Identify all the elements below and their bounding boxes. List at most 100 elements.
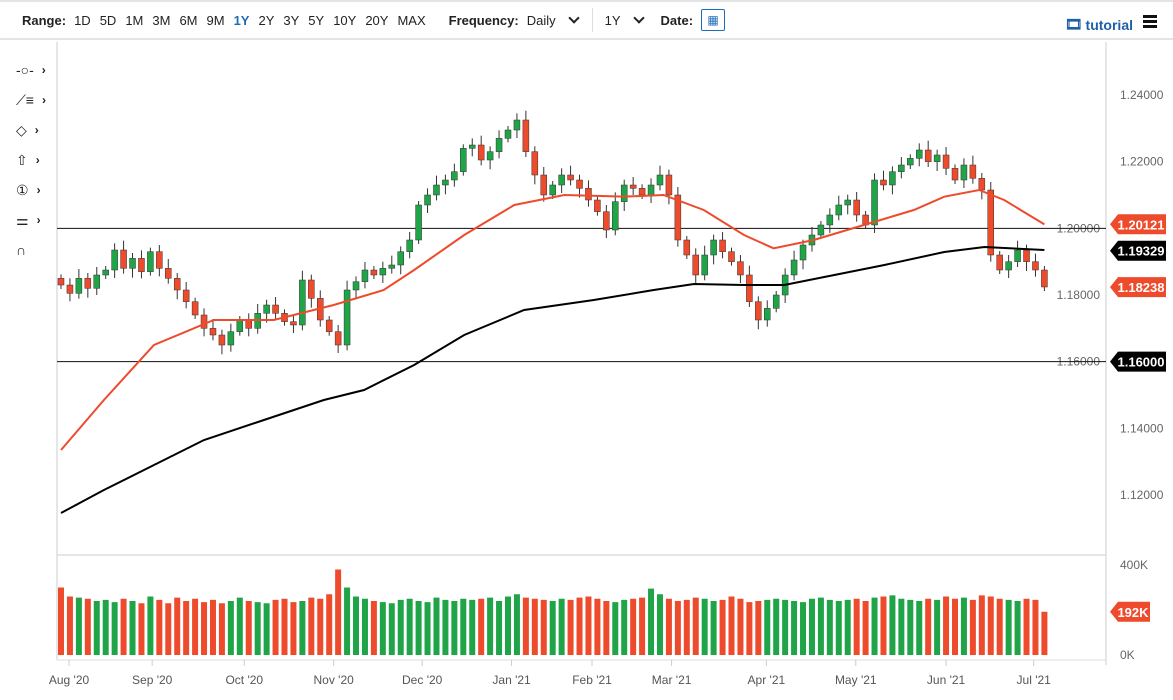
candle-up <box>442 179 449 186</box>
volume-bar <box>567 599 574 655</box>
range-label: Range: <box>22 12 67 28</box>
range-20y[interactable]: 20Y <box>365 12 389 28</box>
volume-bar <box>1041 611 1048 655</box>
range-2y[interactable]: 2Y <box>258 12 275 28</box>
shapes-tool[interactable]: ◇ › <box>0 115 57 145</box>
volume-bar <box>165 603 172 655</box>
candle-up <box>835 204 843 216</box>
tutorial-label: tutorial <box>1085 16 1133 33</box>
range-5y[interactable]: 5Y <box>308 12 325 28</box>
range-3m[interactable]: 3M <box>152 12 171 28</box>
range-3y[interactable]: 3Y <box>283 12 300 28</box>
annotation-tool[interactable]: ① › <box>0 175 57 205</box>
volume-bar <box>424 602 431 655</box>
range-1d[interactable]: 1D <box>74 12 91 28</box>
volume-bar <box>603 601 610 655</box>
candle-down <box>924 149 932 162</box>
candle-down <box>477 144 485 161</box>
x-tick-label: Dec '20 <box>402 673 443 687</box>
candle-up <box>227 331 235 346</box>
x-tick-label: May '21 <box>835 673 877 687</box>
x-tick-label: Nov '20 <box>314 673 355 687</box>
range-1y[interactable]: 1Y <box>233 12 250 28</box>
candle-up <box>558 174 565 186</box>
shapes-icon: ◇ <box>16 121 27 138</box>
magnet-tool[interactable]: ∩ <box>0 235 57 265</box>
candle-down <box>272 304 279 314</box>
volume-bar <box>353 596 360 655</box>
candle-down <box>978 178 986 191</box>
candle-up <box>620 184 628 202</box>
volume-bar <box>1014 601 1021 655</box>
volume-bar <box>558 598 565 655</box>
volume-bar <box>102 599 109 655</box>
calendar-button[interactable]: ▦ <box>701 9 726 31</box>
x-tick-label: Jul '21 <box>1017 673 1052 687</box>
candle-up <box>772 294 780 309</box>
candle-down <box>674 194 682 241</box>
candle-up <box>907 158 914 166</box>
volume-bar <box>540 599 547 655</box>
candle-up <box>799 244 807 261</box>
candle-down <box>200 314 208 329</box>
volume-bar <box>764 599 771 655</box>
volume-bar <box>907 599 914 655</box>
frequency-value: Daily <box>526 12 556 28</box>
range-9m[interactable]: 9M <box>206 12 225 28</box>
volume-bar <box>415 601 422 655</box>
candle-up <box>451 171 458 181</box>
volume-bar <box>808 598 815 655</box>
volume-bar <box>889 595 896 655</box>
volume-bar <box>630 598 637 655</box>
volume-bar <box>585 596 592 655</box>
arrow-tool[interactable]: ⇧ › <box>0 145 57 175</box>
candle-up <box>147 251 154 272</box>
volume-bar <box>791 601 798 655</box>
range-1m[interactable]: 1M <box>125 12 144 28</box>
period-select[interactable]: 1Y <box>605 11 657 28</box>
candle-down <box>218 334 226 346</box>
tutorial-link[interactable]: 🎞 tutorial <box>1065 16 1133 33</box>
fibonacci-tool[interactable]: ⚌ › <box>0 205 57 235</box>
candle-down <box>308 279 315 299</box>
line-tool[interactable]: -○- › <box>0 55 57 85</box>
volume-bar <box>442 599 449 655</box>
volume-bar <box>683 599 690 655</box>
candle-down <box>191 301 199 316</box>
candle-down <box>638 188 646 196</box>
x-tick-label: Oct '20 <box>225 673 263 687</box>
range-max[interactable]: MAX <box>397 12 426 28</box>
candle-up <box>701 254 708 276</box>
candle-up <box>263 304 270 314</box>
candle-up <box>915 149 923 159</box>
candle-down <box>334 331 342 346</box>
candle-down <box>84 278 92 289</box>
x-tick-label: Jan '21 <box>492 673 531 687</box>
candle-down <box>603 211 610 231</box>
hamburger-menu-icon[interactable] <box>1143 15 1157 30</box>
calendar-icon: ▦ <box>707 13 719 27</box>
trend-lines-tool[interactable]: ⟋≡ › <box>0 85 57 115</box>
volume-bar <box>773 598 780 655</box>
volume-bar <box>862 601 869 655</box>
chevron-right-icon: › <box>35 153 40 167</box>
volume-bar <box>817 597 824 655</box>
volume-bar <box>406 598 413 655</box>
volume-bar <box>853 598 860 655</box>
price-label-tag <box>1110 240 1166 261</box>
volume-bar <box>594 598 601 655</box>
range-10y[interactable]: 10Y <box>333 12 357 28</box>
price-label-tag <box>1110 351 1166 372</box>
frequency-select[interactable]: Daily <box>526 11 592 28</box>
volume-bar <box>138 603 145 655</box>
candle-down <box>1041 269 1048 288</box>
volume-bar <box>505 596 511 655</box>
candle-up <box>102 269 109 276</box>
numbered-circle-icon: ① <box>16 181 29 198</box>
chevron-right-icon: › <box>41 63 46 77</box>
range-5d[interactable]: 5D <box>99 12 117 28</box>
range-6m[interactable]: 6M <box>179 12 198 28</box>
ma50-line <box>60 188 1045 451</box>
volume-bar <box>263 603 270 655</box>
